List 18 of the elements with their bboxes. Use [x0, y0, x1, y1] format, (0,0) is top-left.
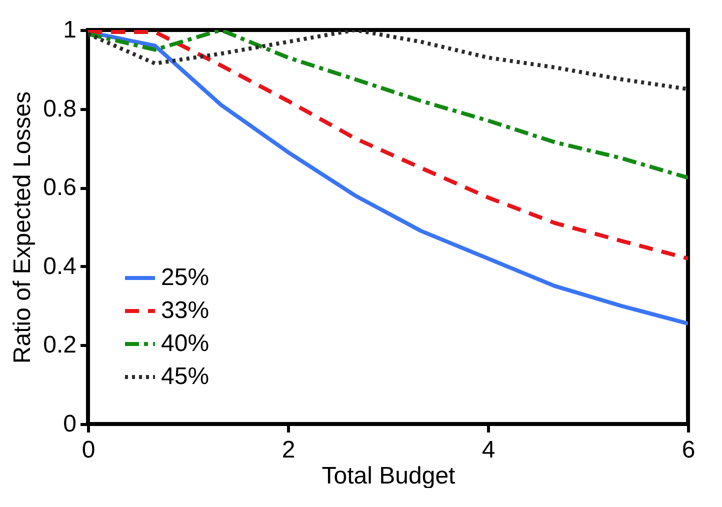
x-tick-label: 2 [282, 436, 296, 464]
line-series [88, 30, 688, 92]
y-tick-label: 0.2 [43, 332, 76, 359]
legend-label: 40% [161, 330, 210, 357]
line-series [88, 30, 688, 261]
x-tick-label: 6 [682, 436, 696, 464]
y-tick-label: 1 [63, 16, 76, 44]
legend-label: 33% [161, 297, 210, 324]
y-tick-label: 0 [63, 410, 76, 438]
y-tick-label: 0.4 [43, 252, 76, 280]
x-tick-label: 4 [482, 436, 496, 464]
line-series [88, 30, 688, 180]
y-tick-label: 0.8 [43, 95, 76, 122]
legend-label: 25% [161, 264, 210, 291]
y-axis-title: Ratio of Expected Losses [9, 91, 36, 364]
y-tick-label: 0.6 [43, 174, 76, 202]
legend-label: 45% [161, 363, 210, 390]
x-tick-label: 0 [82, 436, 96, 464]
